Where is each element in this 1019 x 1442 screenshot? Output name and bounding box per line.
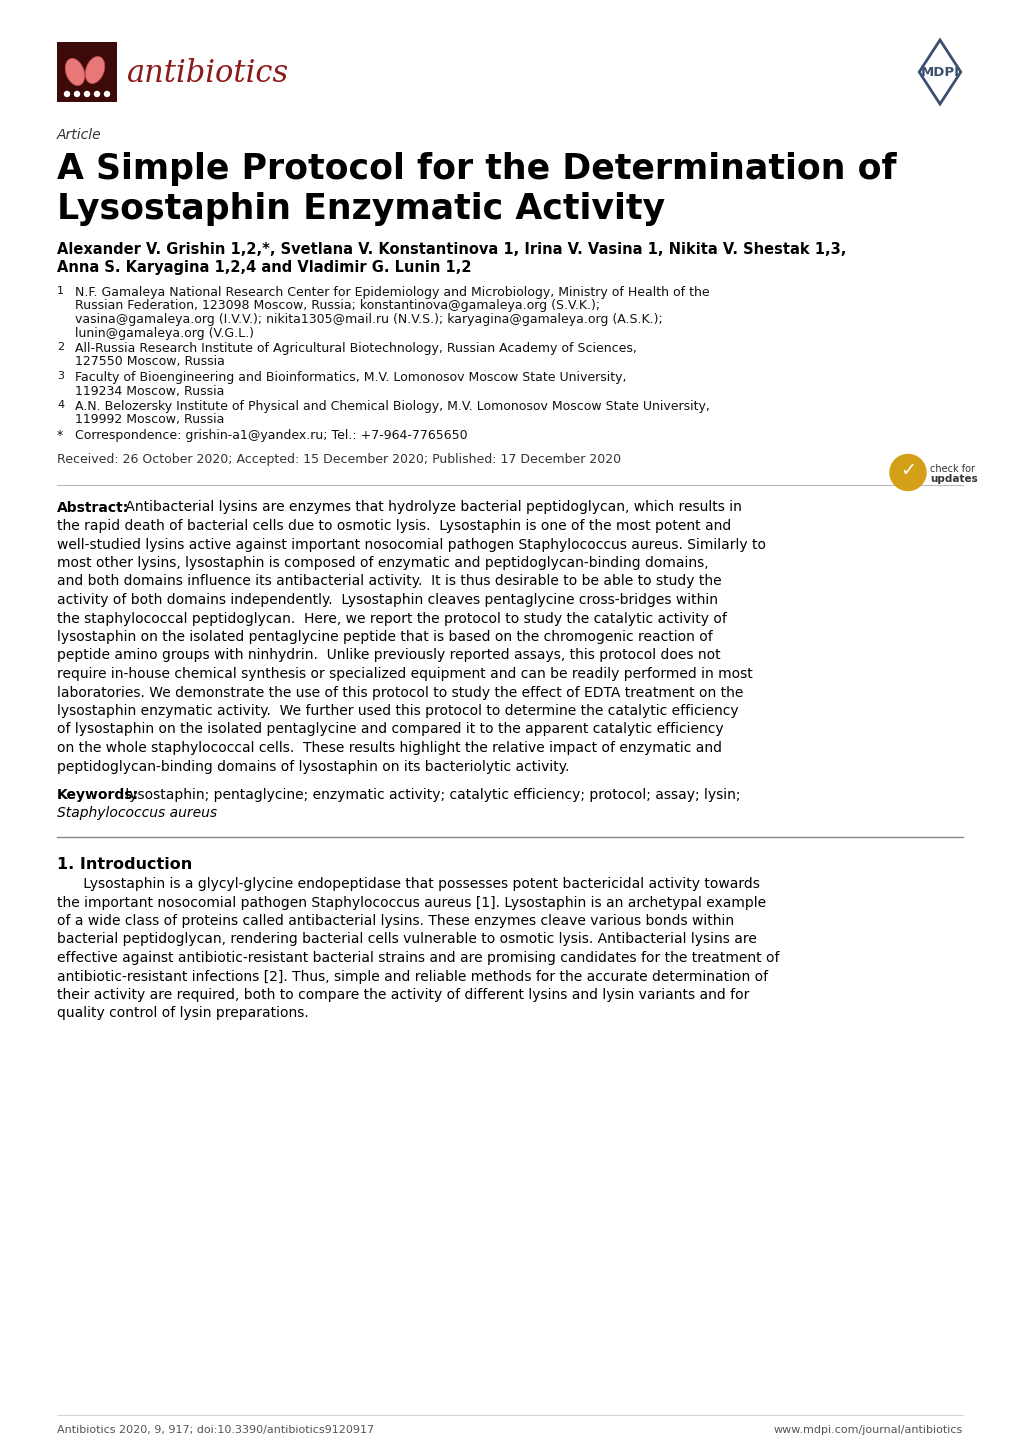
Text: laboratories. We demonstrate the use of this protocol to study the effect of EDT: laboratories. We demonstrate the use of … — [57, 685, 743, 699]
Text: Faculty of Bioengineering and Bioinformatics, M.V. Lomonosov Moscow State Univer: Faculty of Bioengineering and Bioinforma… — [75, 371, 626, 384]
Text: 1. Introduction: 1. Introduction — [57, 857, 192, 872]
Text: most other lysins, lysostaphin is composed of enzymatic and peptidoglycan-bindin: most other lysins, lysostaphin is compos… — [57, 557, 708, 570]
Text: the rapid death of bacterial cells due to osmotic lysis.  Lysostaphin is one of : the rapid death of bacterial cells due t… — [57, 519, 731, 534]
Text: All-Russia Research Institute of Agricultural Biotechnology, Russian Academy of : All-Russia Research Institute of Agricul… — [75, 342, 636, 355]
Text: 2: 2 — [57, 342, 64, 352]
Text: Lysostaphin Enzymatic Activity: Lysostaphin Enzymatic Activity — [57, 192, 664, 226]
Text: Article: Article — [57, 128, 102, 141]
Text: 119992 Moscow, Russia: 119992 Moscow, Russia — [75, 414, 224, 427]
Text: activity of both domains independently.  Lysostaphin cleaves pentaglycine cross-: activity of both domains independently. … — [57, 593, 717, 607]
Text: on the whole staphylococcal cells.  These results highlight the relative impact : on the whole staphylococcal cells. These… — [57, 741, 721, 756]
Text: A.N. Belozersky Institute of Physical and Chemical Biology, M.V. Lomonosov Mosco: A.N. Belozersky Institute of Physical an… — [75, 399, 709, 412]
Text: of lysostaphin on the isolated pentaglycine and compared it to the apparent cata: of lysostaphin on the isolated pentaglyc… — [57, 722, 722, 737]
Text: updates: updates — [929, 474, 977, 485]
Text: of a wide class of proteins called antibacterial lysins. These enzymes cleave va: of a wide class of proteins called antib… — [57, 914, 734, 929]
Text: Abstract:: Abstract: — [57, 500, 129, 515]
Text: 127550 Moscow, Russia: 127550 Moscow, Russia — [75, 356, 224, 369]
Text: lysostaphin enzymatic activity.  We further used this protocol to determine the : lysostaphin enzymatic activity. We furth… — [57, 704, 738, 718]
Text: Lysostaphin is a glycyl-glycine endopeptidase that possesses potent bactericidal: Lysostaphin is a glycyl-glycine endopept… — [57, 877, 759, 891]
Circle shape — [104, 91, 109, 97]
Text: antibiotic-resistant infections [2]. Thus, simple and reliable methods for the a: antibiotic-resistant infections [2]. Thu… — [57, 969, 767, 983]
Text: vasina@gamaleya.org (I.V.V.); nikita1305@mail.ru (N.V.S.); karyagina@gamaleya.or: vasina@gamaleya.org (I.V.V.); nikita1305… — [75, 313, 662, 326]
Text: Received: 26 October 2020; Accepted: 15 December 2020; Published: 17 December 20: Received: 26 October 2020; Accepted: 15 … — [57, 453, 621, 466]
Circle shape — [890, 454, 925, 490]
Text: *: * — [57, 430, 63, 443]
Text: quality control of lysin preparations.: quality control of lysin preparations. — [57, 1007, 309, 1021]
Text: 4: 4 — [57, 399, 64, 410]
Text: 119234 Moscow, Russia: 119234 Moscow, Russia — [75, 385, 224, 398]
Ellipse shape — [65, 59, 85, 85]
Text: Alexander V. Grishin 1,2,*, Svetlana V. Konstantinova 1, Irina V. Vasina 1, Niki: Alexander V. Grishin 1,2,*, Svetlana V. … — [57, 242, 846, 257]
Text: Correspondence: grishin-a1@yandex.ru; Tel.: +7-964-7765650: Correspondence: grishin-a1@yandex.ru; Te… — [75, 430, 467, 443]
Text: ✓: ✓ — [899, 461, 915, 480]
Text: lysostaphin; pentaglycine; enzymatic activity; catalytic efficiency; protocol; a: lysostaphin; pentaglycine; enzymatic act… — [121, 787, 740, 802]
Text: and both domains influence its antibacterial activity.  It is thus desirable to : and both domains influence its antibacte… — [57, 574, 720, 588]
Text: Staphylococcus aureus: Staphylococcus aureus — [57, 806, 217, 820]
Circle shape — [85, 91, 90, 97]
Text: N.F. Gamaleya National Research Center for Epidemiology and Microbiology, Minist: N.F. Gamaleya National Research Center f… — [75, 286, 709, 298]
Text: well-studied lysins active against important nosocomial pathogen Staphylococcus : well-studied lysins active against impor… — [57, 538, 765, 551]
Text: 1: 1 — [57, 286, 64, 296]
Text: bacterial peptidoglycan, rendering bacterial cells vulnerable to osmotic lysis. : bacterial peptidoglycan, rendering bacte… — [57, 933, 756, 946]
Text: effective against antibiotic-resistant bacterial strains and are promising candi: effective against antibiotic-resistant b… — [57, 952, 779, 965]
Circle shape — [64, 91, 69, 97]
Text: Antibacterial lysins are enzymes that hydrolyze bacterial peptidoglycan, which r: Antibacterial lysins are enzymes that hy… — [121, 500, 741, 515]
FancyBboxPatch shape — [57, 42, 117, 102]
Text: A Simple Protocol for the Determination of: A Simple Protocol for the Determination … — [57, 151, 896, 186]
Text: peptidoglycan-binding domains of lysostaphin on its bacteriolytic activity.: peptidoglycan-binding domains of lysosta… — [57, 760, 569, 773]
Text: the important nosocomial pathogen Staphylococcus aureus [1]. Lysostaphin is an a: the important nosocomial pathogen Staphy… — [57, 895, 765, 910]
Text: Antibiotics 2020, 9, 917; doi:10.3390/antibiotics9120917: Antibiotics 2020, 9, 917; doi:10.3390/an… — [57, 1425, 374, 1435]
Circle shape — [95, 91, 100, 97]
Ellipse shape — [86, 56, 105, 84]
Text: their activity are required, both to compare the activity of different lysins an: their activity are required, both to com… — [57, 988, 749, 1002]
Text: Russian Federation, 123098 Moscow, Russia; konstantinova@gamaleya.org (S.V.K.);: Russian Federation, 123098 Moscow, Russi… — [75, 300, 599, 313]
Text: lunin@gamaleya.org (V.G.L.): lunin@gamaleya.org (V.G.L.) — [75, 326, 254, 339]
Text: Keywords:: Keywords: — [57, 787, 139, 802]
Text: check for: check for — [929, 464, 974, 474]
Text: lysostaphin on the isolated pentaglycine peptide that is based on the chromogeni: lysostaphin on the isolated pentaglycine… — [57, 630, 712, 645]
Text: the staphylococcal peptidoglycan.  Here, we report the protocol to study the cat: the staphylococcal peptidoglycan. Here, … — [57, 611, 727, 626]
Text: www.mdpi.com/journal/antibiotics: www.mdpi.com/journal/antibiotics — [773, 1425, 962, 1435]
Text: antibiotics: antibiotics — [127, 59, 288, 89]
Text: 3: 3 — [57, 371, 64, 381]
Text: Anna S. Karyagina 1,2,4 and Vladimir G. Lunin 1,2: Anna S. Karyagina 1,2,4 and Vladimir G. … — [57, 260, 471, 275]
Text: peptide amino groups with ninhydrin.  Unlike previously reported assays, this pr: peptide amino groups with ninhydrin. Unl… — [57, 649, 719, 662]
Circle shape — [74, 91, 79, 97]
Text: require in-house chemical synthesis or specialized equipment and can be readily : require in-house chemical synthesis or s… — [57, 668, 752, 681]
Text: MDPI: MDPI — [919, 65, 959, 78]
